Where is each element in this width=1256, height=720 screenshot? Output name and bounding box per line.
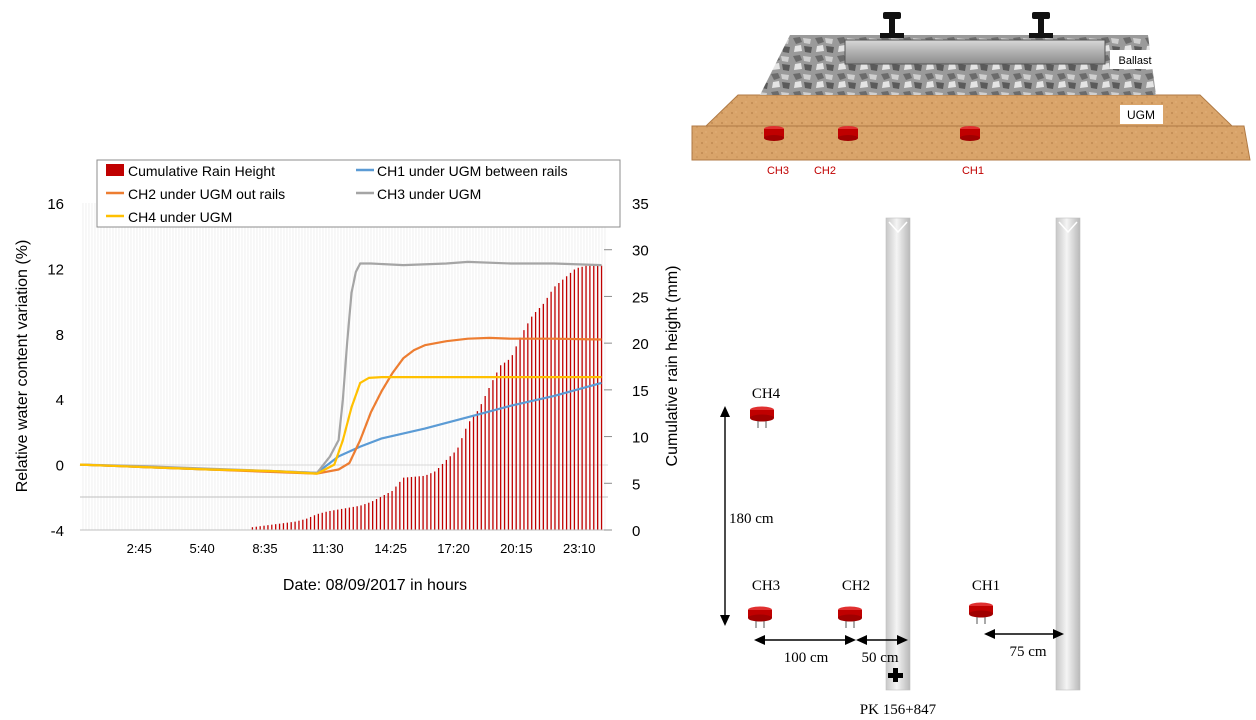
plan-sensor-ch4: CH4 xyxy=(750,386,781,428)
x-tick: 8:35 xyxy=(252,541,277,556)
ballast-label: Ballast xyxy=(1110,50,1160,69)
x-axis-title: Date: 08/09/2017 in hours xyxy=(283,577,467,594)
left-tick-labels: -4 0 4 8 12 16 xyxy=(47,196,64,540)
dimension-c xyxy=(984,629,1064,639)
cross-section-sensor-ch1: CH1 xyxy=(960,126,984,177)
svg-text:CH2: CH2 xyxy=(814,165,836,177)
series-lines xyxy=(79,260,602,475)
sensor-plan-view: CH4 CH3 CH2 CH1 xyxy=(720,217,1081,718)
svg-text:Ballast: Ballast xyxy=(1118,55,1151,67)
track-cross-section: Ballast UGM CH3 CH2 CH1 xyxy=(691,12,1251,177)
legend-entry-ch3: CH3 under UGM xyxy=(356,186,481,202)
svg-text:CH2 under UGM out rails: CH2 under UGM out rails xyxy=(128,186,285,202)
svg-text:CH3 under UGM: CH3 under UGM xyxy=(377,186,481,202)
svg-text:CH1 under UGM between rails: CH1 under UGM between rails xyxy=(377,163,568,179)
legend-entry-rain: Cumulative Rain Height xyxy=(106,163,275,179)
series-line-4 xyxy=(79,376,602,475)
dimension-b-label: 50 cm xyxy=(861,650,898,666)
y-tick-right: 5 xyxy=(632,476,640,493)
dimension-a-label: 100 cm xyxy=(784,650,829,666)
right-tick-labels: 0 5 10 15 20 25 30 35 xyxy=(604,196,649,540)
svg-text:UGM: UGM xyxy=(1127,108,1155,122)
svg-text:CH4 under UGM: CH4 under UGM xyxy=(128,209,232,225)
x-tick: 11:30 xyxy=(312,541,344,556)
rail-plan-left xyxy=(885,217,911,691)
svg-text:CH4: CH4 xyxy=(752,386,781,402)
pk-label: PK 156+847 xyxy=(860,702,937,718)
dimension-vertical xyxy=(720,406,730,626)
y-tick-left: 12 xyxy=(47,261,64,278)
svg-text:CH3: CH3 xyxy=(752,578,780,594)
y-tick-left: 4 xyxy=(56,392,64,409)
svg-text:CH2: CH2 xyxy=(842,578,870,594)
y-axis-left-title: Relative water content variation (%) xyxy=(14,240,31,493)
x-tick: 20:15 xyxy=(500,541,533,556)
rail-right-icon xyxy=(1029,12,1053,38)
x-tick: 2:45 xyxy=(127,541,152,556)
rail-left-icon xyxy=(880,12,904,38)
y-tick-left: -4 xyxy=(51,523,64,540)
x-tick: 14:25 xyxy=(374,541,407,556)
x-tick: 5:40 xyxy=(189,541,214,556)
rail-plan-right xyxy=(1055,217,1081,691)
x-tick-labels: 2:45 5:40 8:35 11:30 14:25 17:20 20:15 23:10 xyxy=(127,541,596,556)
svg-text:CH1: CH1 xyxy=(962,165,984,177)
y-tick-right: 35 xyxy=(632,196,649,213)
plan-sensor-ch3: CH3 xyxy=(748,578,780,628)
x-tick: 23:10 xyxy=(563,541,596,556)
plan-sensor-ch1: CH1 xyxy=(969,578,1000,624)
dimension-a xyxy=(754,635,856,645)
legend: Cumulative Rain Height CH1 under UGM bet… xyxy=(96,159,621,228)
dimension-c-label: 75 cm xyxy=(1009,644,1046,660)
legend-entry-ch2: CH2 under UGM out rails xyxy=(106,186,285,202)
legend-entry-ch4: CH4 under UGM xyxy=(106,209,232,225)
cross-section-sensor-ch3: CH3 xyxy=(764,126,789,177)
svg-text:CH3: CH3 xyxy=(767,165,789,177)
y-tick-right: 10 xyxy=(632,430,649,447)
water-content-chart: -4 0 4 8 12 16 0 5 10 15 20 25 30 35 2:45 5:40 8:35 11:… xyxy=(14,159,681,594)
svg-text:Cumulative Rain Height: Cumulative Rain Height xyxy=(128,163,275,179)
ugm-label: UGM xyxy=(1120,105,1163,124)
y-tick-right: 0 xyxy=(632,523,640,540)
y-tick-right: 15 xyxy=(632,383,649,400)
y-tick-right: 25 xyxy=(632,289,649,306)
cross-section-sensor-ch2: CH2 xyxy=(814,126,858,177)
cross-marker-icon xyxy=(888,668,903,682)
y-tick-left: 8 xyxy=(56,327,64,344)
x-tick: 17:20 xyxy=(437,541,470,556)
legend-entry-ch1: CH1 under UGM between rails xyxy=(356,163,568,179)
y-tick-right: 20 xyxy=(632,336,649,353)
sleeper xyxy=(844,39,1106,65)
y-tick-right: 30 xyxy=(632,243,649,260)
dimension-vertical-label: 180 cm xyxy=(729,511,774,527)
vertical-gridlines xyxy=(82,203,606,530)
svg-text:CH1: CH1 xyxy=(972,578,1000,594)
y-tick-left: 16 xyxy=(47,196,64,213)
y-tick-left: 0 xyxy=(56,458,64,475)
y-axis-right-title: Cumulative rain height (mm) xyxy=(664,266,681,467)
dimension-b xyxy=(856,635,908,645)
plan-sensor-ch2: CH2 xyxy=(838,578,870,628)
